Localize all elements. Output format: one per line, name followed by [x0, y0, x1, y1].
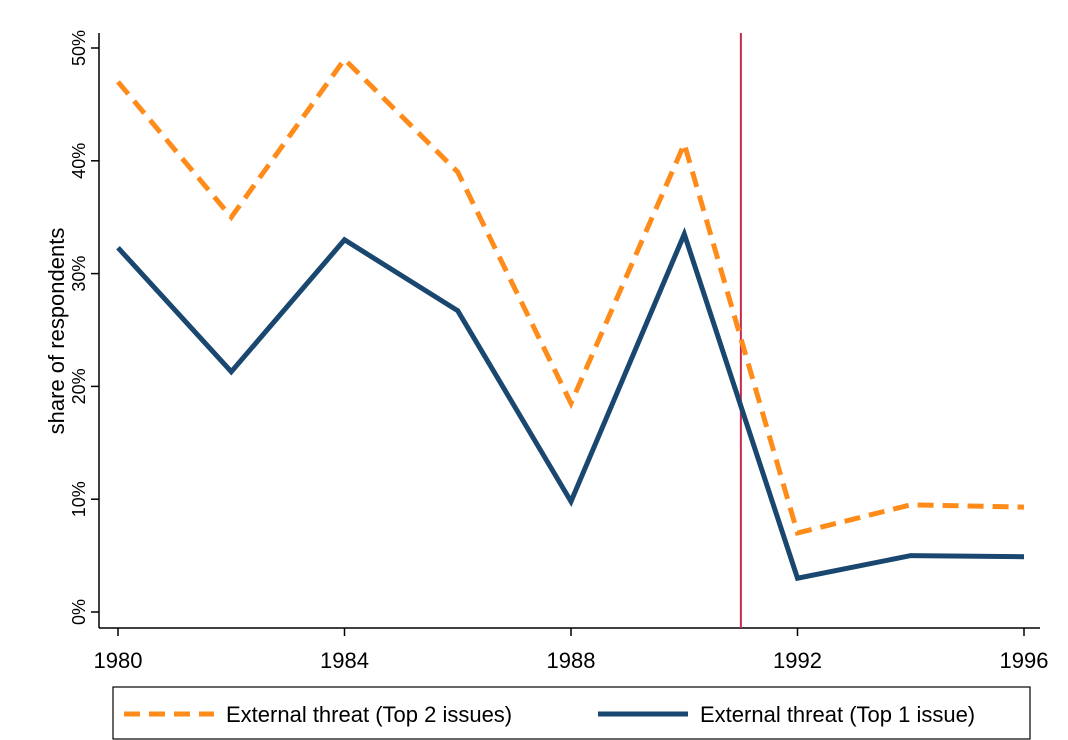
legend: External threat (Top 2 issues) External t… [112, 686, 1031, 740]
y-tick-label: 30% [69, 256, 89, 292]
y-axis-title: share of respondents [44, 228, 69, 435]
legend-box [112, 686, 1031, 740]
x-tick-label: 1992 [773, 648, 822, 673]
x-tick-label: 1980 [94, 648, 143, 673]
y-tick-label: 50% [69, 30, 89, 66]
ticks: 0% 10% 20% 30% 40% 50% 1980 1984 1988 1992 1996 [69, 30, 1048, 673]
series-line-2 [116, 226, 1025, 582]
y-tick-label: 0% [69, 599, 89, 625]
series-line-1 [116, 55, 1025, 537]
y-tick-label: 40% [69, 143, 89, 179]
x-tick-label: 1996 [1000, 648, 1049, 673]
x-tick-label: 1988 [547, 648, 596, 673]
y-tick-label: 20% [69, 368, 89, 404]
series-layer [116, 55, 1025, 582]
axes [98, 33, 1040, 629]
legend-label-1: External threat (Top 2 issues) [226, 702, 512, 727]
x-tick-label: 1984 [320, 648, 369, 673]
legend-label-2: External threat (Top 1 issue) [700, 702, 975, 727]
y-tick-label: 10% [69, 481, 89, 517]
